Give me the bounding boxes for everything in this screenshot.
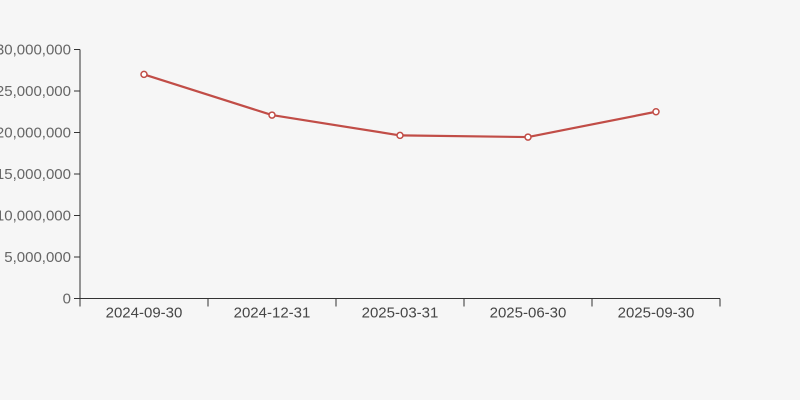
data-point-marker[interactable] bbox=[396, 131, 404, 140]
x-axis-label: 2025-03-31 bbox=[362, 305, 439, 322]
data-point-marker[interactable] bbox=[268, 111, 276, 119]
y-axis-label: 15,000,000 bbox=[0, 166, 71, 183]
y-axis-label: 10,000,000 bbox=[0, 208, 71, 225]
y-axis-label: 20,000,000 bbox=[0, 125, 71, 142]
series-line bbox=[142, 73, 658, 139]
data-point-marker[interactable] bbox=[140, 70, 148, 79]
y-axis-label: 0 bbox=[63, 291, 71, 308]
y-axis-label: 30,000,000 bbox=[0, 42, 71, 59]
y-axis-label: 25,000,000 bbox=[0, 83, 71, 100]
x-axis-label: 2025-09-30 bbox=[618, 305, 695, 322]
x-axis-label: 2024-09-30 bbox=[106, 305, 183, 322]
data-point-marker[interactable] bbox=[524, 133, 532, 141]
data-point-marker[interactable] bbox=[652, 108, 660, 116]
x-axis-label: 2025-06-30 bbox=[490, 305, 567, 322]
x-axis-label: 2024-12-31 bbox=[234, 305, 311, 322]
y-axis-label: 5,000,000 bbox=[4, 249, 71, 266]
